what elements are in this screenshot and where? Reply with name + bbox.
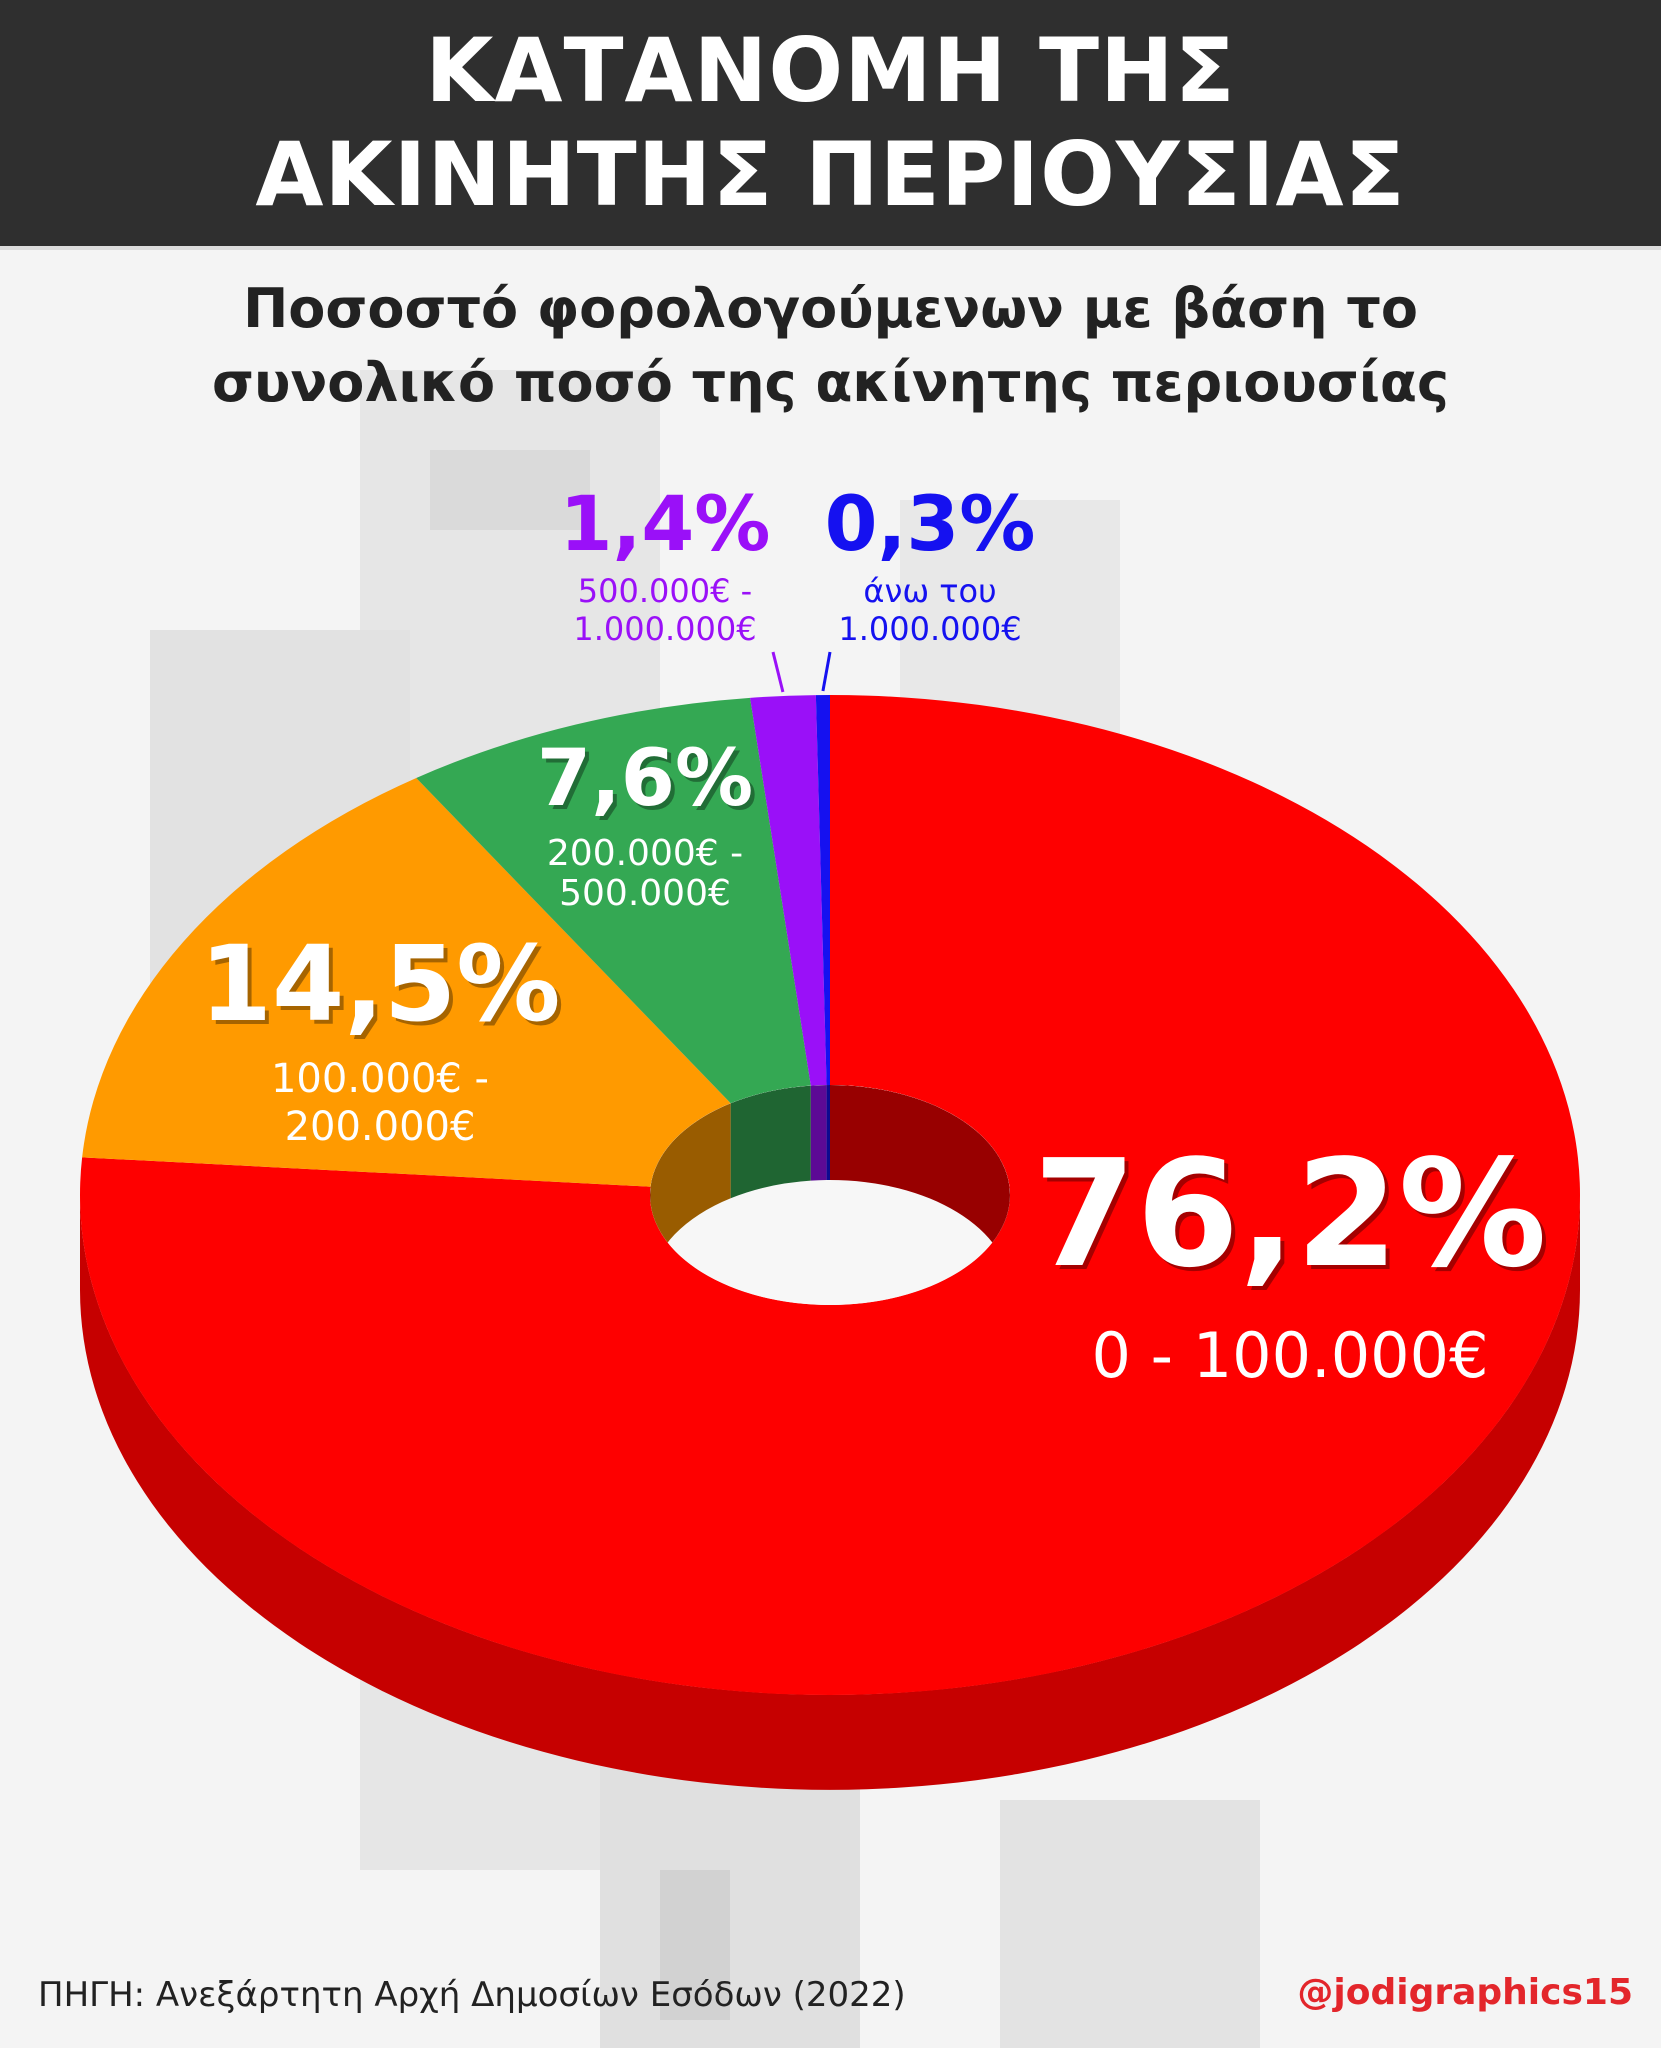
- value-label-3: 1,4%: [560, 479, 771, 568]
- leader-line-4: [821, 651, 832, 692]
- range-label-2-1: 500.000€: [559, 873, 731, 914]
- title-line-2: ΑΚΙΝΗΤΗΣ ΠΕΡΙΟΥΣΙΑΣ: [255, 123, 1406, 226]
- author-handle: @jodigraphics15: [1297, 1972, 1633, 2013]
- subtitle-line-1: Ποσοστό φορολογούμενων με βάση το: [243, 277, 1418, 340]
- slice-2: [416, 697, 811, 1104]
- value-label-0: 76,2%: [1033, 1128, 1546, 1300]
- range-label-1-0: 100.000€ -: [271, 1056, 489, 1102]
- range-label-4-1: 1.000.000€: [838, 610, 1021, 648]
- slice-inner-wall-1-0: [650, 1103, 731, 1282]
- range-label-3-1: 1.000.000€: [573, 610, 756, 648]
- range-label-2-0: 200.000€ -: [547, 833, 743, 874]
- value-label-shadow-2: 7,6%: [541, 738, 757, 828]
- value-label-2: 7,6%: [537, 734, 753, 824]
- value-label-1: 14,5%: [200, 923, 561, 1045]
- slice-inner-wall-4-0: [826, 1085, 830, 1181]
- slice-1: [82, 777, 731, 1187]
- value-label-4: 0,3%: [825, 479, 1036, 568]
- slice-3: [750, 695, 827, 1086]
- slice-side-0: [80, 1195, 1580, 1790]
- slice-inner-wall-2-0: [730, 1085, 811, 1199]
- range-label-1-1: 200.000€: [285, 1104, 476, 1150]
- slice-0: [80, 695, 1581, 1696]
- title-bar: ΚΑΤΑΝΟΜΗ ΤΗΣ ΑΚΙΝΗΤΗΣ ΠΕΡΙΟΥΣΙΑΣ: [0, 0, 1661, 250]
- title-line-1: ΚΑΤΑΝΟΜΗ ΤΗΣ: [425, 19, 1236, 122]
- value-label-shadow-0: 76,2%: [1037, 1132, 1550, 1304]
- range-label-4-0: άνω του: [863, 572, 996, 610]
- slice-4: [815, 695, 830, 1086]
- slice-inner-wall-3-0: [810, 1085, 827, 1181]
- slice-inner-wall-0-1: [830, 1085, 1010, 1290]
- subtitle-line-2: συνολικό ποσό της ακίνητης περιουσίας: [211, 351, 1450, 414]
- source-note: ΠΗΓΗ: Ανεξάρτητη Αρχή Δημοσίων Εσόδων (2…: [38, 1975, 906, 2015]
- subtitle: Ποσοστό φορολογούμενων με βάση το συνολι…: [0, 272, 1661, 420]
- range-label-3-0: 500.000€ -: [578, 572, 752, 610]
- range-label-0-0: 0 - 100.000€: [1091, 1319, 1488, 1392]
- leader-line-3: [771, 651, 785, 693]
- value-label-shadow-1: 14,5%: [204, 927, 565, 1049]
